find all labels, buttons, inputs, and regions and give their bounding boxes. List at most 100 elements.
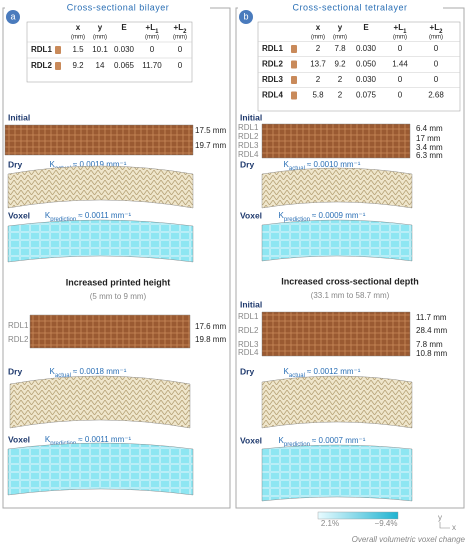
- wood-beam: [261, 123, 411, 159]
- table-cell: 0.030: [114, 45, 135, 54]
- symbol: E: [121, 23, 127, 32]
- table-cell: 0.075: [356, 91, 377, 100]
- symbol: K: [279, 211, 285, 220]
- panel-title: Cross-sectional tetralayer: [292, 2, 407, 12]
- table-cell: 5.8: [312, 91, 324, 100]
- value-text: ≈ 0.0009 mm⁻¹: [312, 211, 366, 220]
- column-header: y: [338, 23, 343, 32]
- measurement: 17.5 mm: [195, 126, 226, 135]
- column-unit: (mm): [393, 35, 407, 41]
- subscript: prediction: [284, 442, 310, 448]
- panel-title: Cross-sectional bilayer: [67, 2, 170, 12]
- table-cell: 0: [434, 60, 439, 69]
- table-cell: 0: [398, 44, 403, 53]
- row-name: RDL1: [262, 44, 283, 53]
- table-cell: 7.8: [334, 44, 346, 53]
- legend-max: 2.1%: [321, 519, 339, 528]
- table-cell: 0: [398, 91, 403, 100]
- table-cell: 2.68: [428, 91, 444, 100]
- section-heading: Dry: [240, 366, 254, 376]
- symbol: +L: [394, 23, 404, 32]
- layer-icon: [55, 46, 61, 54]
- measurement: 6.4 mm: [416, 124, 443, 133]
- wood-beam: [29, 314, 191, 349]
- layer-label: RDL1: [238, 123, 259, 132]
- column-header: +L1: [394, 23, 408, 34]
- symbol: K: [50, 160, 56, 169]
- measurement: 19.7 mm: [195, 141, 226, 150]
- value-text: ≈ 0.0007 mm⁻¹: [312, 436, 366, 445]
- table-cell: 9.2: [334, 60, 346, 69]
- table-cell: 0.050: [356, 60, 377, 69]
- section-heading: Voxel: [240, 210, 262, 220]
- column-unit: (mm): [333, 35, 347, 41]
- column-header: +L2: [174, 23, 188, 34]
- symbol: x: [316, 23, 321, 32]
- layer-icon: [291, 76, 297, 84]
- vox-beam: [261, 219, 413, 262]
- legend-caption: Overall volumetric voxel change: [352, 535, 466, 544]
- subscript: actual: [289, 373, 305, 379]
- layer-icon: [291, 45, 297, 53]
- section-heading: Voxel: [8, 210, 30, 220]
- symbol: y: [98, 23, 103, 32]
- curvature-label: Kprediction ≈ 0.0011 mm⁻¹: [45, 435, 132, 446]
- subscript: actual: [55, 373, 71, 379]
- row-name: RDL2: [31, 61, 52, 70]
- axis-glyph: [439, 522, 450, 529]
- layer-label: RDL1: [8, 321, 29, 330]
- layer-icon: [291, 91, 297, 100]
- table-cell: 0: [398, 75, 403, 84]
- panel-badge: [6, 10, 20, 24]
- curvature-label: Kactual ≈ 0.0010 mm⁻¹: [284, 160, 361, 171]
- column-header: x: [316, 23, 321, 32]
- section-heading: Voxel: [240, 435, 262, 445]
- subscript: prediction: [284, 217, 310, 223]
- curvature-label: Kactual ≈ 0.0018 mm⁻¹: [50, 367, 127, 378]
- layer-label: RDL4: [238, 150, 259, 159]
- table-cell: 2: [316, 44, 321, 53]
- value-text: ≈ 0.0018 mm⁻¹: [73, 367, 127, 376]
- column-unit: (mm): [173, 35, 187, 41]
- panel-badge: [239, 10, 253, 24]
- axis-x: x: [452, 523, 456, 532]
- table-cell: 10.1: [92, 45, 108, 54]
- layer-icon: [55, 62, 61, 70]
- column-header: +L2: [430, 23, 444, 34]
- symbol: E: [363, 23, 369, 32]
- lattice-beam: [261, 167, 413, 209]
- panel-label: b: [243, 11, 248, 21]
- table-cell: 14: [96, 61, 105, 70]
- table-cell: 0.030: [356, 44, 377, 53]
- section-heading: Initial: [240, 112, 262, 122]
- measurement: 10.8 mm: [416, 349, 447, 358]
- measurement: 3.4 mm: [416, 143, 443, 152]
- measurement: 7.8 mm: [416, 340, 443, 349]
- measurement: 17 mm: [416, 134, 441, 143]
- section-heading: Dry: [8, 366, 22, 376]
- panel-label: a: [10, 11, 15, 21]
- variant-subtitle: (33.1 mm to 58.7 mm): [311, 291, 390, 300]
- value-text: ≈ 0.0011 mm⁻¹: [78, 211, 131, 220]
- wood-beam: [261, 311, 411, 357]
- value-text: ≈ 0.0011 mm⁻¹: [78, 435, 131, 444]
- table-cell: 0: [434, 75, 439, 84]
- column-unit: (mm): [145, 35, 159, 41]
- symbol: +L: [174, 23, 184, 32]
- axis-y: y: [438, 513, 442, 522]
- title-bg: [238, 2, 443, 14]
- subscript: prediction: [50, 217, 76, 223]
- measurement: 11.7 mm: [416, 313, 447, 322]
- section-heading: Voxel: [8, 434, 30, 444]
- table-cell: 0: [178, 61, 183, 70]
- table-cell: 0: [150, 45, 155, 54]
- section-heading: Dry: [240, 159, 254, 169]
- section-heading: Initial: [240, 299, 262, 309]
- subscript: actual: [289, 166, 305, 172]
- row-name: RDL4: [262, 91, 283, 100]
- table-cell: 0.065: [114, 61, 135, 70]
- symbol: +L: [146, 23, 156, 32]
- vox-beam: [7, 442, 194, 496]
- column-unit: (mm): [311, 35, 325, 41]
